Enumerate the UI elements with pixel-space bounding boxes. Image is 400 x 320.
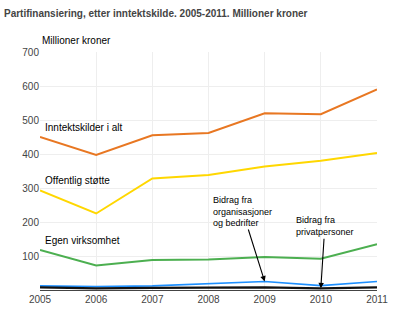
svg-text:2010: 2010 [310,294,333,305]
svg-text:Partifinansiering, etter innte: Partifinansiering, etter inntektskilde. … [4,8,308,19]
svg-text:2008: 2008 [197,294,220,305]
svg-text:2009: 2009 [254,294,277,305]
svg-text:500: 500 [22,115,39,126]
svg-text:200: 200 [22,217,39,228]
svg-text:700: 700 [22,47,39,58]
svg-text:Millioner kroner: Millioner kroner [42,35,111,46]
svg-text:2011: 2011 [366,294,388,305]
svg-text:Inntektskilder i alt: Inntektskilder i alt [45,122,122,133]
svg-text:300: 300 [22,183,39,194]
svg-text:2005: 2005 [29,294,52,305]
svg-text:2007: 2007 [141,294,164,305]
svg-text:100: 100 [22,251,39,262]
svg-text:2006: 2006 [85,294,108,305]
svg-text:Egen virksomhet: Egen virksomhet [45,235,120,246]
svg-text:Bidrag fraprivatpersoner: Bidrag fraprivatpersoner [296,215,354,237]
svg-text:Bidrag fraorganisasjonerog bed: Bidrag fraorganisasjonerog bedrifter [213,195,272,228]
svg-text:400: 400 [22,149,39,160]
svg-text:600: 600 [22,81,39,92]
svg-text:Offentlig støtte: Offentlig støtte [45,175,110,186]
